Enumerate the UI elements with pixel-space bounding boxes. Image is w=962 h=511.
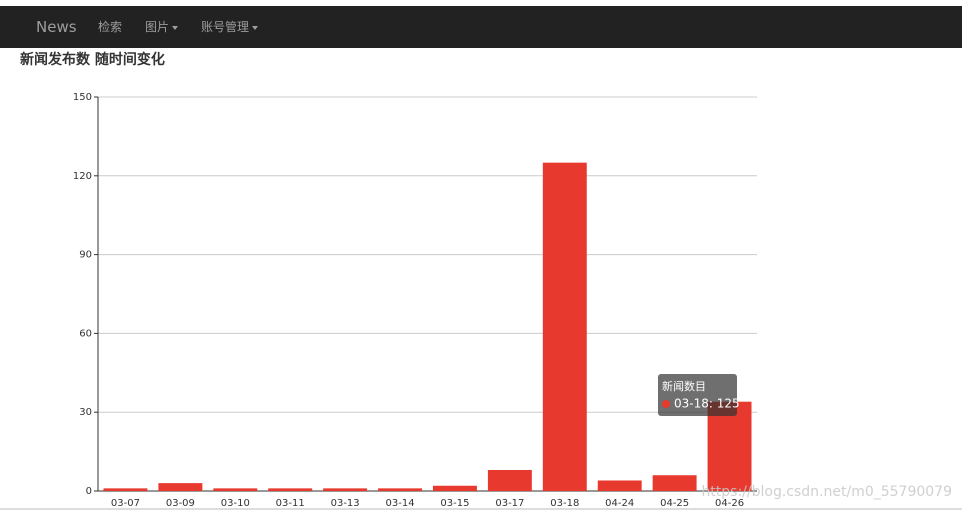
x-tick-label: 03-09 [166,498,195,509]
tooltip-dot [662,400,670,408]
x-tick-label: 03-10 [221,498,250,509]
bar [707,401,752,491]
bar [652,475,697,491]
y-tick-label: 120 [73,171,92,182]
bar [268,488,313,491]
tooltip-text: 03-18: 125 [674,397,740,411]
y-tick-label: 150 [73,92,92,103]
nav-label: 账号管理 [201,20,250,34]
x-tick-label: 03-17 [495,498,524,509]
y-tick-label: 30 [79,407,92,418]
bar [378,488,423,491]
tooltip: 新闻数目 03-18: 125 [658,374,740,416]
x-tick-label: 04-25 [660,498,689,509]
bar [487,469,532,491]
nav-item[interactable]: 账号管理 [201,6,259,48]
brand[interactable]: News [36,18,77,36]
y-tick-label: 60 [79,328,92,339]
bar [213,488,258,491]
y-tick-label: 90 [79,250,92,261]
x-tick-label: 03-13 [331,498,360,509]
nav-item[interactable]: 图片 [145,6,179,48]
caret [252,25,259,30]
bar [103,488,148,491]
tooltip-box [658,374,737,416]
x-tick-label: 04-24 [605,498,634,509]
bar [323,488,368,491]
y-tick-label: 0 [86,486,92,497]
caret [172,25,179,30]
watermark: https://blog.csdn.net/m0_55790079 [701,484,952,500]
x-tick-label: 03-18 [550,498,579,509]
tooltip-title: 新闻数目 [662,379,706,393]
bar [432,485,477,491]
nav-label: 检索 [98,20,123,34]
nav-label: 图片 [145,20,170,34]
x-tick-label: 03-15 [440,498,469,509]
x-tick-label: 04-26 [715,498,744,509]
navbar: News 检索 图片 账号管理 [0,6,962,48]
x-tick-label: 03-07 [111,498,140,509]
x-tick-label: 03-11 [276,498,305,509]
bar [597,480,642,491]
bar [158,483,203,491]
bar [542,162,587,491]
nav-item[interactable]: 检索 [98,6,122,48]
x-tick-label: 03-14 [386,498,415,509]
heading: 新闻发布数 随时间变化 [20,52,165,68]
